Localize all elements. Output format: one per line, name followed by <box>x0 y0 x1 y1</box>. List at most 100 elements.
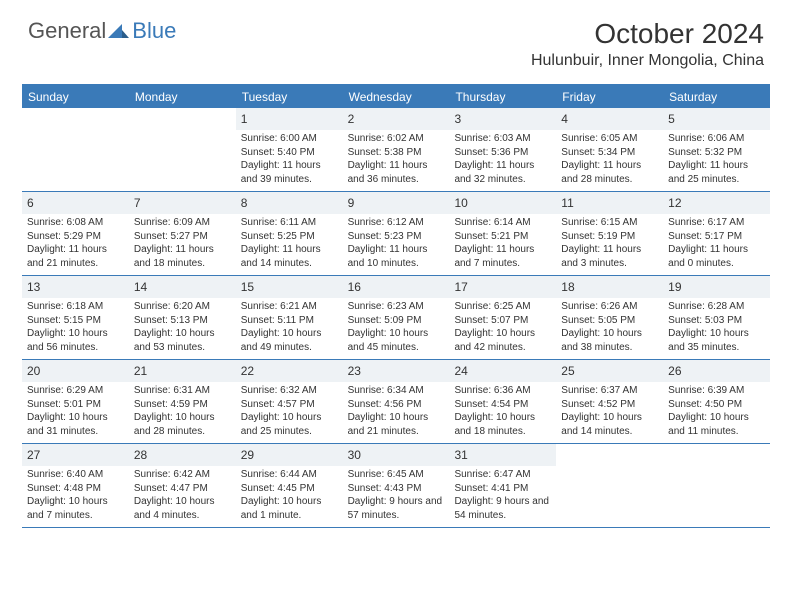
day-number: 5 <box>668 112 675 126</box>
day-cell: 27 Sunrise: 6:40 AMSunset: 4:48 PMDayligh… <box>22 444 129 527</box>
day-info: Sunrise: 6:40 AMSunset: 4:48 PMDaylight:… <box>27 468 124 522</box>
dow-cell: Wednesday <box>343 86 450 108</box>
day-number: 4 <box>561 112 568 126</box>
day-cell: 15 Sunrise: 6:21 AMSunset: 5:11 PMDayligh… <box>236 276 343 359</box>
day-number-row: 19 <box>663 276 770 298</box>
day-cell: 26Sunrise: 6:39 AMSunset: 4:50 PMDayligh… <box>663 360 770 443</box>
day-cell-empty <box>129 108 236 191</box>
day-cell: 9 Sunrise: 6:12 AMSunset: 5:23 PMDaylight… <box>343 192 450 275</box>
day-cell: 31Sunrise: 6:47 AMSunset: 4:41 PMDayligh… <box>449 444 556 527</box>
day-info: Sunrise: 6:12 AMSunset: 5:23 PMDaylight:… <box>348 216 445 270</box>
week-row: 6 Sunrise: 6:08 AMSunset: 5:29 PMDaylight… <box>22 192 770 276</box>
day-cell: 5 Sunrise: 6:06 AMSunset: 5:32 PMDaylight… <box>663 108 770 191</box>
day-number-row: 31 <box>449 444 556 466</box>
day-number-row: 8 <box>236 192 343 214</box>
day-info: Sunrise: 6:23 AMSunset: 5:09 PMDaylight:… <box>348 300 445 354</box>
day-number-row: 21 <box>129 360 236 382</box>
day-number: 31 <box>454 448 467 462</box>
day-cell: 17 Sunrise: 6:25 AMSunset: 5:07 PMDayligh… <box>449 276 556 359</box>
day-number: 13 <box>27 280 40 294</box>
day-number-row: 1 <box>236 108 343 130</box>
day-number: 15 <box>241 280 254 294</box>
day-cell: 7Sunrise: 6:09 AMSunset: 5:27 PMDaylight… <box>129 192 236 275</box>
day-number-row: 27 <box>22 444 129 466</box>
day-cell: 28 Sunrise: 6:42 AMSunset: 4:47 PMDayligh… <box>129 444 236 527</box>
day-info: Sunrise: 6:29 AMSunset: 5:01 PMDaylight:… <box>27 384 124 438</box>
day-number-row: 6 <box>22 192 129 214</box>
day-number-row: 17 <box>449 276 556 298</box>
day-number-row: 20 <box>22 360 129 382</box>
day-cell: 4Sunrise: 6:05 AMSunset: 5:34 PMDaylight… <box>556 108 663 191</box>
day-number: 29 <box>241 448 254 462</box>
day-info: Sunrise: 6:31 AMSunset: 4:59 PMDaylight:… <box>134 384 231 438</box>
day-info: Sunrise: 6:08 AMSunset: 5:29 PMDaylight:… <box>27 216 124 270</box>
day-cell: 20 Sunrise: 6:29 AMSunset: 5:01 PMDayligh… <box>22 360 129 443</box>
dow-cell: Tuesday <box>236 86 343 108</box>
week-row: 27 Sunrise: 6:40 AMSunset: 4:48 PMDayligh… <box>22 444 770 528</box>
day-cell: 10Sunrise: 6:14 AMSunset: 5:21 PMDayligh… <box>449 192 556 275</box>
day-number-row: 2 <box>343 108 450 130</box>
day-info: Sunrise: 6:28 AMSunset: 5:03 PMDaylight:… <box>668 300 765 354</box>
day-number-row: 25 <box>556 360 663 382</box>
location: Hulunbuir, Inner Mongolia, China <box>531 52 764 70</box>
dow-cell: Sunday <box>22 86 129 108</box>
calendar: SundayMondayTuesdayWednesdayThursdayFrid… <box>22 84 770 528</box>
day-number: 10 <box>454 196 467 210</box>
day-number-row: 26 <box>663 360 770 382</box>
day-number-row: 11 <box>556 192 663 214</box>
day-number-row: 15 <box>236 276 343 298</box>
day-number: 23 <box>348 364 361 378</box>
week-row: 13 Sunrise: 6:18 AMSunset: 5:15 PMDayligh… <box>22 276 770 360</box>
day-number-row: 7 <box>129 192 236 214</box>
day-number: 2 <box>348 112 355 126</box>
day-number-row: 22 <box>236 360 343 382</box>
day-number: 28 <box>134 448 147 462</box>
day-cell: 3Sunrise: 6:03 AMSunset: 5:36 PMDaylight… <box>449 108 556 191</box>
day-number: 11 <box>561 196 573 210</box>
day-info: Sunrise: 6:20 AMSunset: 5:13 PMDaylight:… <box>134 300 231 354</box>
day-cell-empty <box>663 444 770 527</box>
day-number: 9 <box>348 196 355 210</box>
day-number: 8 <box>241 196 248 210</box>
dow-cell: Saturday <box>663 86 770 108</box>
day-cell: 6 Sunrise: 6:08 AMSunset: 5:29 PMDaylight… <box>22 192 129 275</box>
day-info: Sunrise: 6:25 AMSunset: 5:07 PMDaylight:… <box>454 300 551 354</box>
day-cell-empty <box>556 444 663 527</box>
day-number: 17 <box>454 280 467 294</box>
day-info: Sunrise: 6:02 AMSunset: 5:38 PMDaylight:… <box>348 132 445 186</box>
day-cell: 13 Sunrise: 6:18 AMSunset: 5:15 PMDayligh… <box>22 276 129 359</box>
day-number-row: 29 <box>236 444 343 466</box>
dow-cell: Friday <box>556 86 663 108</box>
day-number: 30 <box>348 448 361 462</box>
day-info: Sunrise: 6:11 AMSunset: 5:25 PMDaylight:… <box>241 216 338 270</box>
day-number-row: 16 <box>343 276 450 298</box>
day-of-week-header: SundayMondayTuesdayWednesdayThursdayFrid… <box>22 86 770 108</box>
week-row: 20 Sunrise: 6:29 AMSunset: 5:01 PMDayligh… <box>22 360 770 444</box>
day-info: Sunrise: 6:18 AMSunset: 5:15 PMDaylight:… <box>27 300 124 354</box>
day-number: 20 <box>27 364 40 378</box>
day-info: Sunrise: 6:00 AMSunset: 5:40 PMDaylight:… <box>241 132 338 186</box>
day-number: 27 <box>27 448 40 462</box>
day-info: Sunrise: 6:44 AMSunset: 4:45 PMDaylight:… <box>241 468 338 522</box>
day-number: 7 <box>134 196 141 210</box>
day-info: Sunrise: 6:03 AMSunset: 5:36 PMDaylight:… <box>454 132 551 186</box>
day-number: 1 <box>241 112 248 126</box>
day-number-row: 24 <box>449 360 556 382</box>
day-number-row: 10 <box>449 192 556 214</box>
day-cell: 18Sunrise: 6:26 AMSunset: 5:05 PMDayligh… <box>556 276 663 359</box>
day-info: Sunrise: 6:17 AMSunset: 5:17 PMDaylight:… <box>668 216 765 270</box>
day-info: Sunrise: 6:21 AMSunset: 5:11 PMDaylight:… <box>241 300 338 354</box>
day-cell: 11Sunrise: 6:15 AMSunset: 5:19 PMDayligh… <box>556 192 663 275</box>
day-cell: 21Sunrise: 6:31 AMSunset: 4:59 PMDayligh… <box>129 360 236 443</box>
day-number-row: 23 <box>343 360 450 382</box>
title-block: October 2024 Hulunbuir, Inner Mongolia, … <box>531 18 764 70</box>
day-info: Sunrise: 6:42 AMSunset: 4:47 PMDaylight:… <box>134 468 231 522</box>
day-info: Sunrise: 6:45 AMSunset: 4:43 PMDaylight:… <box>348 468 445 522</box>
day-number: 14 <box>134 280 147 294</box>
logo-triangle-icon <box>108 22 130 40</box>
day-info: Sunrise: 6:06 AMSunset: 5:32 PMDaylight:… <box>668 132 765 186</box>
day-number: 6 <box>27 196 34 210</box>
day-number: 25 <box>561 364 574 378</box>
day-number-row: 9 <box>343 192 450 214</box>
logo-text-general: General <box>28 18 106 44</box>
